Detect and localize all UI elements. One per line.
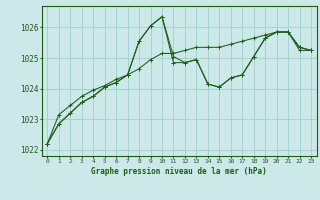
X-axis label: Graphe pression niveau de la mer (hPa): Graphe pression niveau de la mer (hPa) — [91, 167, 267, 176]
